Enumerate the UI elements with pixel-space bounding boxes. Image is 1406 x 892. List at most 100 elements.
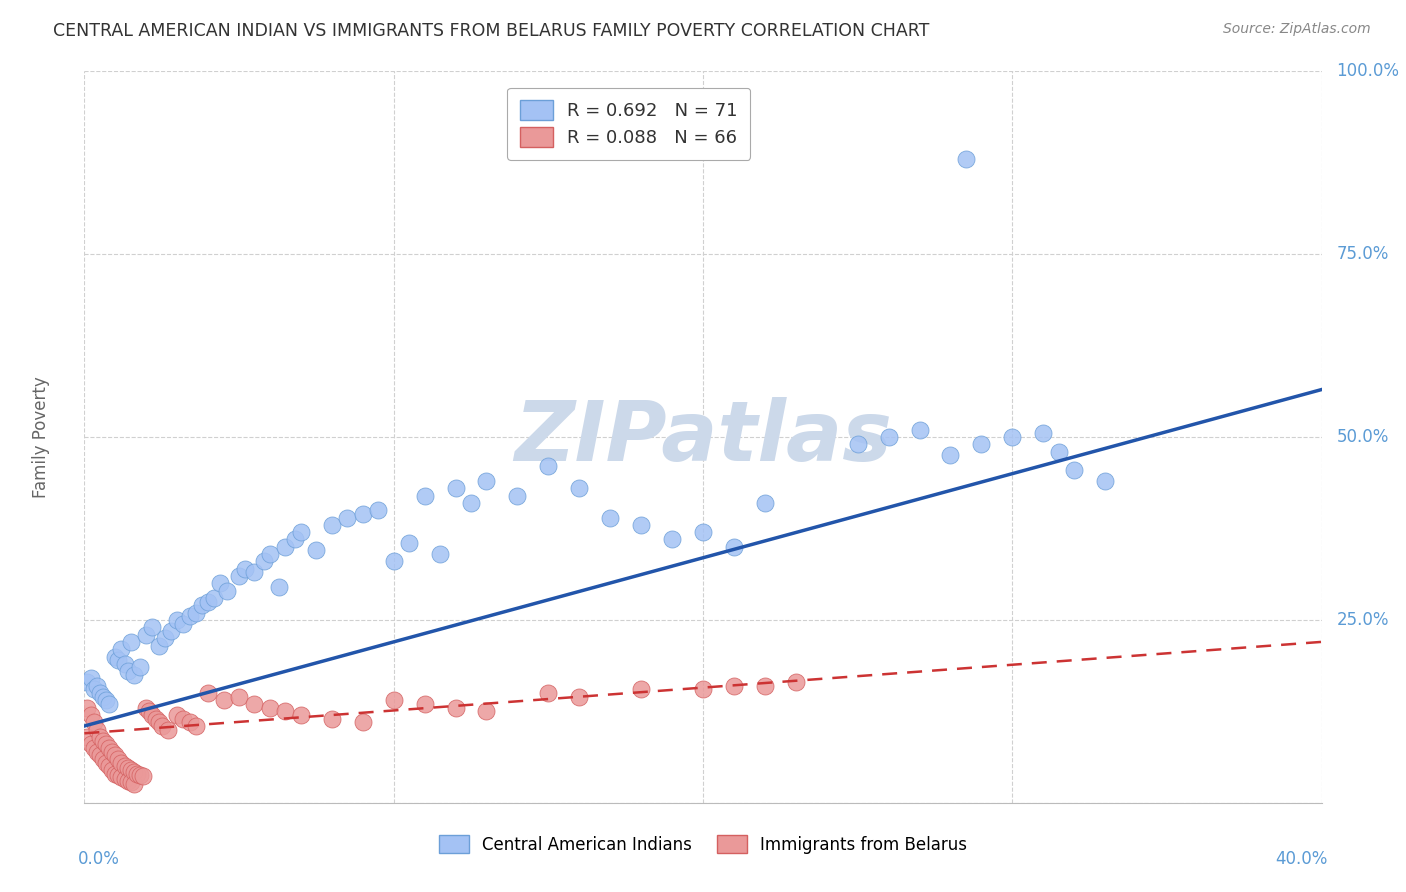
- Point: [153, 632, 176, 646]
- Point: [145, 712, 167, 726]
- Point: [460, 496, 482, 510]
- Point: [104, 649, 127, 664]
- Point: [970, 437, 993, 451]
- Point: [172, 616, 194, 631]
- Text: 25.0%: 25.0%: [1337, 611, 1389, 629]
- Point: [114, 657, 136, 671]
- Point: [630, 682, 652, 697]
- Point: [98, 759, 121, 773]
- Point: [110, 642, 132, 657]
- Point: [83, 682, 105, 697]
- Point: [89, 730, 111, 744]
- Point: [89, 686, 111, 700]
- Point: [284, 533, 307, 547]
- Text: 50.0%: 50.0%: [1337, 428, 1389, 446]
- Point: [908, 423, 931, 437]
- Point: [172, 712, 194, 726]
- Text: 100.0%: 100.0%: [1337, 62, 1399, 80]
- Point: [197, 686, 219, 700]
- Text: ZIPatlas: ZIPatlas: [515, 397, 891, 477]
- Point: [129, 768, 152, 782]
- Legend: Central American Indians, Immigrants from Belarus: Central American Indians, Immigrants fro…: [432, 829, 974, 860]
- Point: [101, 745, 124, 759]
- Point: [1047, 444, 1070, 458]
- Point: [630, 517, 652, 532]
- Point: [117, 664, 139, 678]
- Point: [117, 761, 139, 775]
- Point: [94, 693, 117, 707]
- Point: [191, 599, 214, 613]
- Point: [568, 481, 591, 495]
- Point: [228, 569, 250, 583]
- Point: [537, 686, 560, 700]
- Point: [259, 700, 281, 714]
- Point: [352, 507, 374, 521]
- Point: [506, 489, 529, 503]
- Point: [122, 777, 145, 791]
- Point: [233, 562, 256, 576]
- Point: [101, 763, 124, 777]
- Point: [723, 540, 745, 554]
- Point: [367, 503, 389, 517]
- Point: [599, 510, 621, 524]
- Point: [955, 152, 977, 166]
- Point: [846, 437, 869, 451]
- Point: [1032, 426, 1054, 441]
- Point: [107, 653, 129, 667]
- Point: [94, 756, 117, 770]
- Point: [1094, 474, 1116, 488]
- Point: [197, 594, 219, 608]
- Point: [91, 733, 114, 747]
- Point: [107, 768, 129, 782]
- Point: [135, 700, 157, 714]
- Point: [754, 679, 776, 693]
- Point: [413, 489, 436, 503]
- Point: [79, 737, 101, 751]
- Point: [166, 708, 188, 723]
- Point: [110, 756, 132, 770]
- Point: [107, 752, 129, 766]
- Point: [723, 679, 745, 693]
- Point: [537, 459, 560, 474]
- Point: [184, 606, 207, 620]
- Point: [692, 525, 714, 540]
- Point: [114, 759, 136, 773]
- Point: [132, 769, 155, 783]
- Point: [148, 715, 170, 730]
- Point: [79, 672, 101, 686]
- Point: [274, 540, 297, 554]
- Point: [86, 679, 108, 693]
- Point: [692, 682, 714, 697]
- Point: [290, 525, 312, 540]
- Point: [138, 705, 160, 719]
- Point: [209, 576, 232, 591]
- Point: [754, 496, 776, 510]
- Point: [104, 766, 127, 780]
- Point: [785, 675, 807, 690]
- Point: [398, 536, 420, 550]
- Point: [243, 697, 266, 711]
- Point: [122, 765, 145, 780]
- Point: [179, 715, 201, 730]
- Point: [1001, 430, 1024, 444]
- Point: [475, 705, 498, 719]
- Point: [661, 533, 683, 547]
- Point: [290, 708, 312, 723]
- Text: Family Poverty: Family Poverty: [32, 376, 51, 498]
- Point: [243, 566, 266, 580]
- Text: CENTRAL AMERICAN INDIAN VS IMMIGRANTS FROM BELARUS FAMILY POVERTY CORRELATION CH: CENTRAL AMERICAN INDIAN VS IMMIGRANTS FR…: [53, 22, 929, 40]
- Text: 40.0%: 40.0%: [1275, 850, 1327, 868]
- Point: [352, 715, 374, 730]
- Point: [122, 667, 145, 681]
- Point: [321, 712, 343, 726]
- Point: [120, 763, 142, 777]
- Point: [1063, 463, 1085, 477]
- Point: [156, 723, 179, 737]
- Point: [125, 766, 148, 780]
- Point: [98, 697, 121, 711]
- Point: [104, 748, 127, 763]
- Point: [76, 675, 98, 690]
- Point: [129, 660, 152, 674]
- Point: [148, 639, 170, 653]
- Point: [150, 719, 173, 733]
